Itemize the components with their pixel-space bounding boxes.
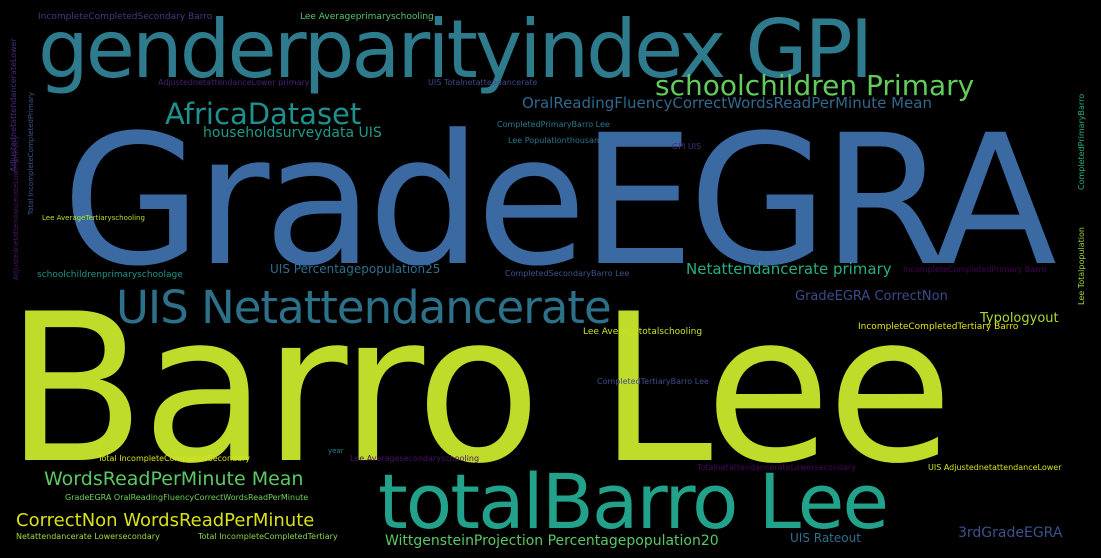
- word-barro-lee: Barro Lee: [5, 271, 953, 509]
- word-gradeegra-correctnon: GradeEGRA CorrectNon: [795, 289, 948, 304]
- word-schoolchildren-primary: schoolchildren Primary: [655, 69, 975, 102]
- word-small-1: IncompleteCompletedSecondary Barro: [38, 12, 213, 22]
- word-genderparityindex-gpi: genderparityindex GPI: [38, 3, 873, 96]
- word-vertical-3: CompletedPrimaryBarro: [1077, 93, 1086, 190]
- word-vertical-5: AdjustednetattendancerateLowerprimary: [12, 135, 20, 280]
- word-small-19: UIS AdjustednetattendanceLower: [928, 463, 1062, 472]
- word-small-7: Lee Populationthousands: [508, 136, 609, 145]
- word-small-8: GPI UIS: [672, 142, 702, 151]
- word-uis-rateout: UIS Rateout: [790, 531, 861, 545]
- word-small-11: CompletedSecondaryBarro Lee: [505, 269, 630, 278]
- word-small-12: IncompleteCompletedPrimary Barro: [903, 265, 1047, 274]
- word-small-18: TotalnetattendancerateLowersecondary: [697, 463, 857, 472]
- word-correctnon-wordsreadperminute: CorrectNon WordsReadPerMinute: [16, 510, 315, 531]
- word-small-21: Netattendancerate Lowersecondary: [16, 532, 160, 541]
- word-typologyout: Typologyout: [980, 311, 1059, 326]
- word-small-23: year: [328, 447, 344, 455]
- word-small-15: CompletedTertiaryBarro Lee: [597, 377, 709, 386]
- word-small-20: GradeEGRA OralReadingFluencyCorrectWords…: [65, 493, 309, 502]
- word-uis-netattendancerate: UIS Netattendancerate: [116, 281, 612, 334]
- word-small-22: Total IncompleteCompletedTertiary: [198, 532, 338, 541]
- word-householdsurveydata-uis: householdsurveydata UIS: [203, 125, 382, 141]
- word-gradeegra: GradeEGRA: [62, 97, 1057, 306]
- word-wordsreadperminute-mean: WordsReadPerMinute Mean: [44, 468, 304, 490]
- word-small-5: UIS Totalnetattendancerate: [428, 78, 538, 87]
- word-small-17: Lee Averagesecondaryschooling: [350, 454, 480, 463]
- word-small-10: schoolchildrenprimaryschoolage: [37, 270, 183, 280]
- word-wittgensteinprojection: WittgensteinProjection Percentagepopulat…: [385, 533, 719, 549]
- word-small-13: Lee Averagetotalschooling: [583, 327, 703, 337]
- word-vertical-4: Lee Totalpopulation: [1077, 227, 1086, 305]
- word-orf-mean: OralReadingFluencyCorrectWordsReadPerMin…: [522, 94, 932, 112]
- word-uis-percentagepopulation25: UIS Percentagepopulation25: [270, 262, 441, 276]
- word-small-2: Lee Averageprimaryschooling: [300, 12, 434, 22]
- word-small-14: IncompleteCompletedTertiary Barro: [858, 322, 1019, 332]
- word-netattendancerate-primary: Netattendancerate primary: [686, 260, 892, 278]
- word-small-9: Lee AverageTertiaryschooling: [42, 214, 145, 222]
- word-totalbarro-lee: totalBarro Lee: [378, 457, 889, 546]
- word-africadataset: AfricaDataset: [165, 97, 362, 131]
- word-small-16: Total IncompleteCompletedSecondary: [98, 454, 251, 463]
- word-3rdgradeegra: 3rdGradeEGRA: [958, 525, 1063, 541]
- word-small-4: AdjustednetattendanceLower primary: [158, 78, 310, 87]
- word-small-6: CompletedPrimaryBarro Lee: [497, 120, 610, 129]
- word-vertical-2: Total IncompleteCompletedPrimary: [27, 92, 35, 215]
